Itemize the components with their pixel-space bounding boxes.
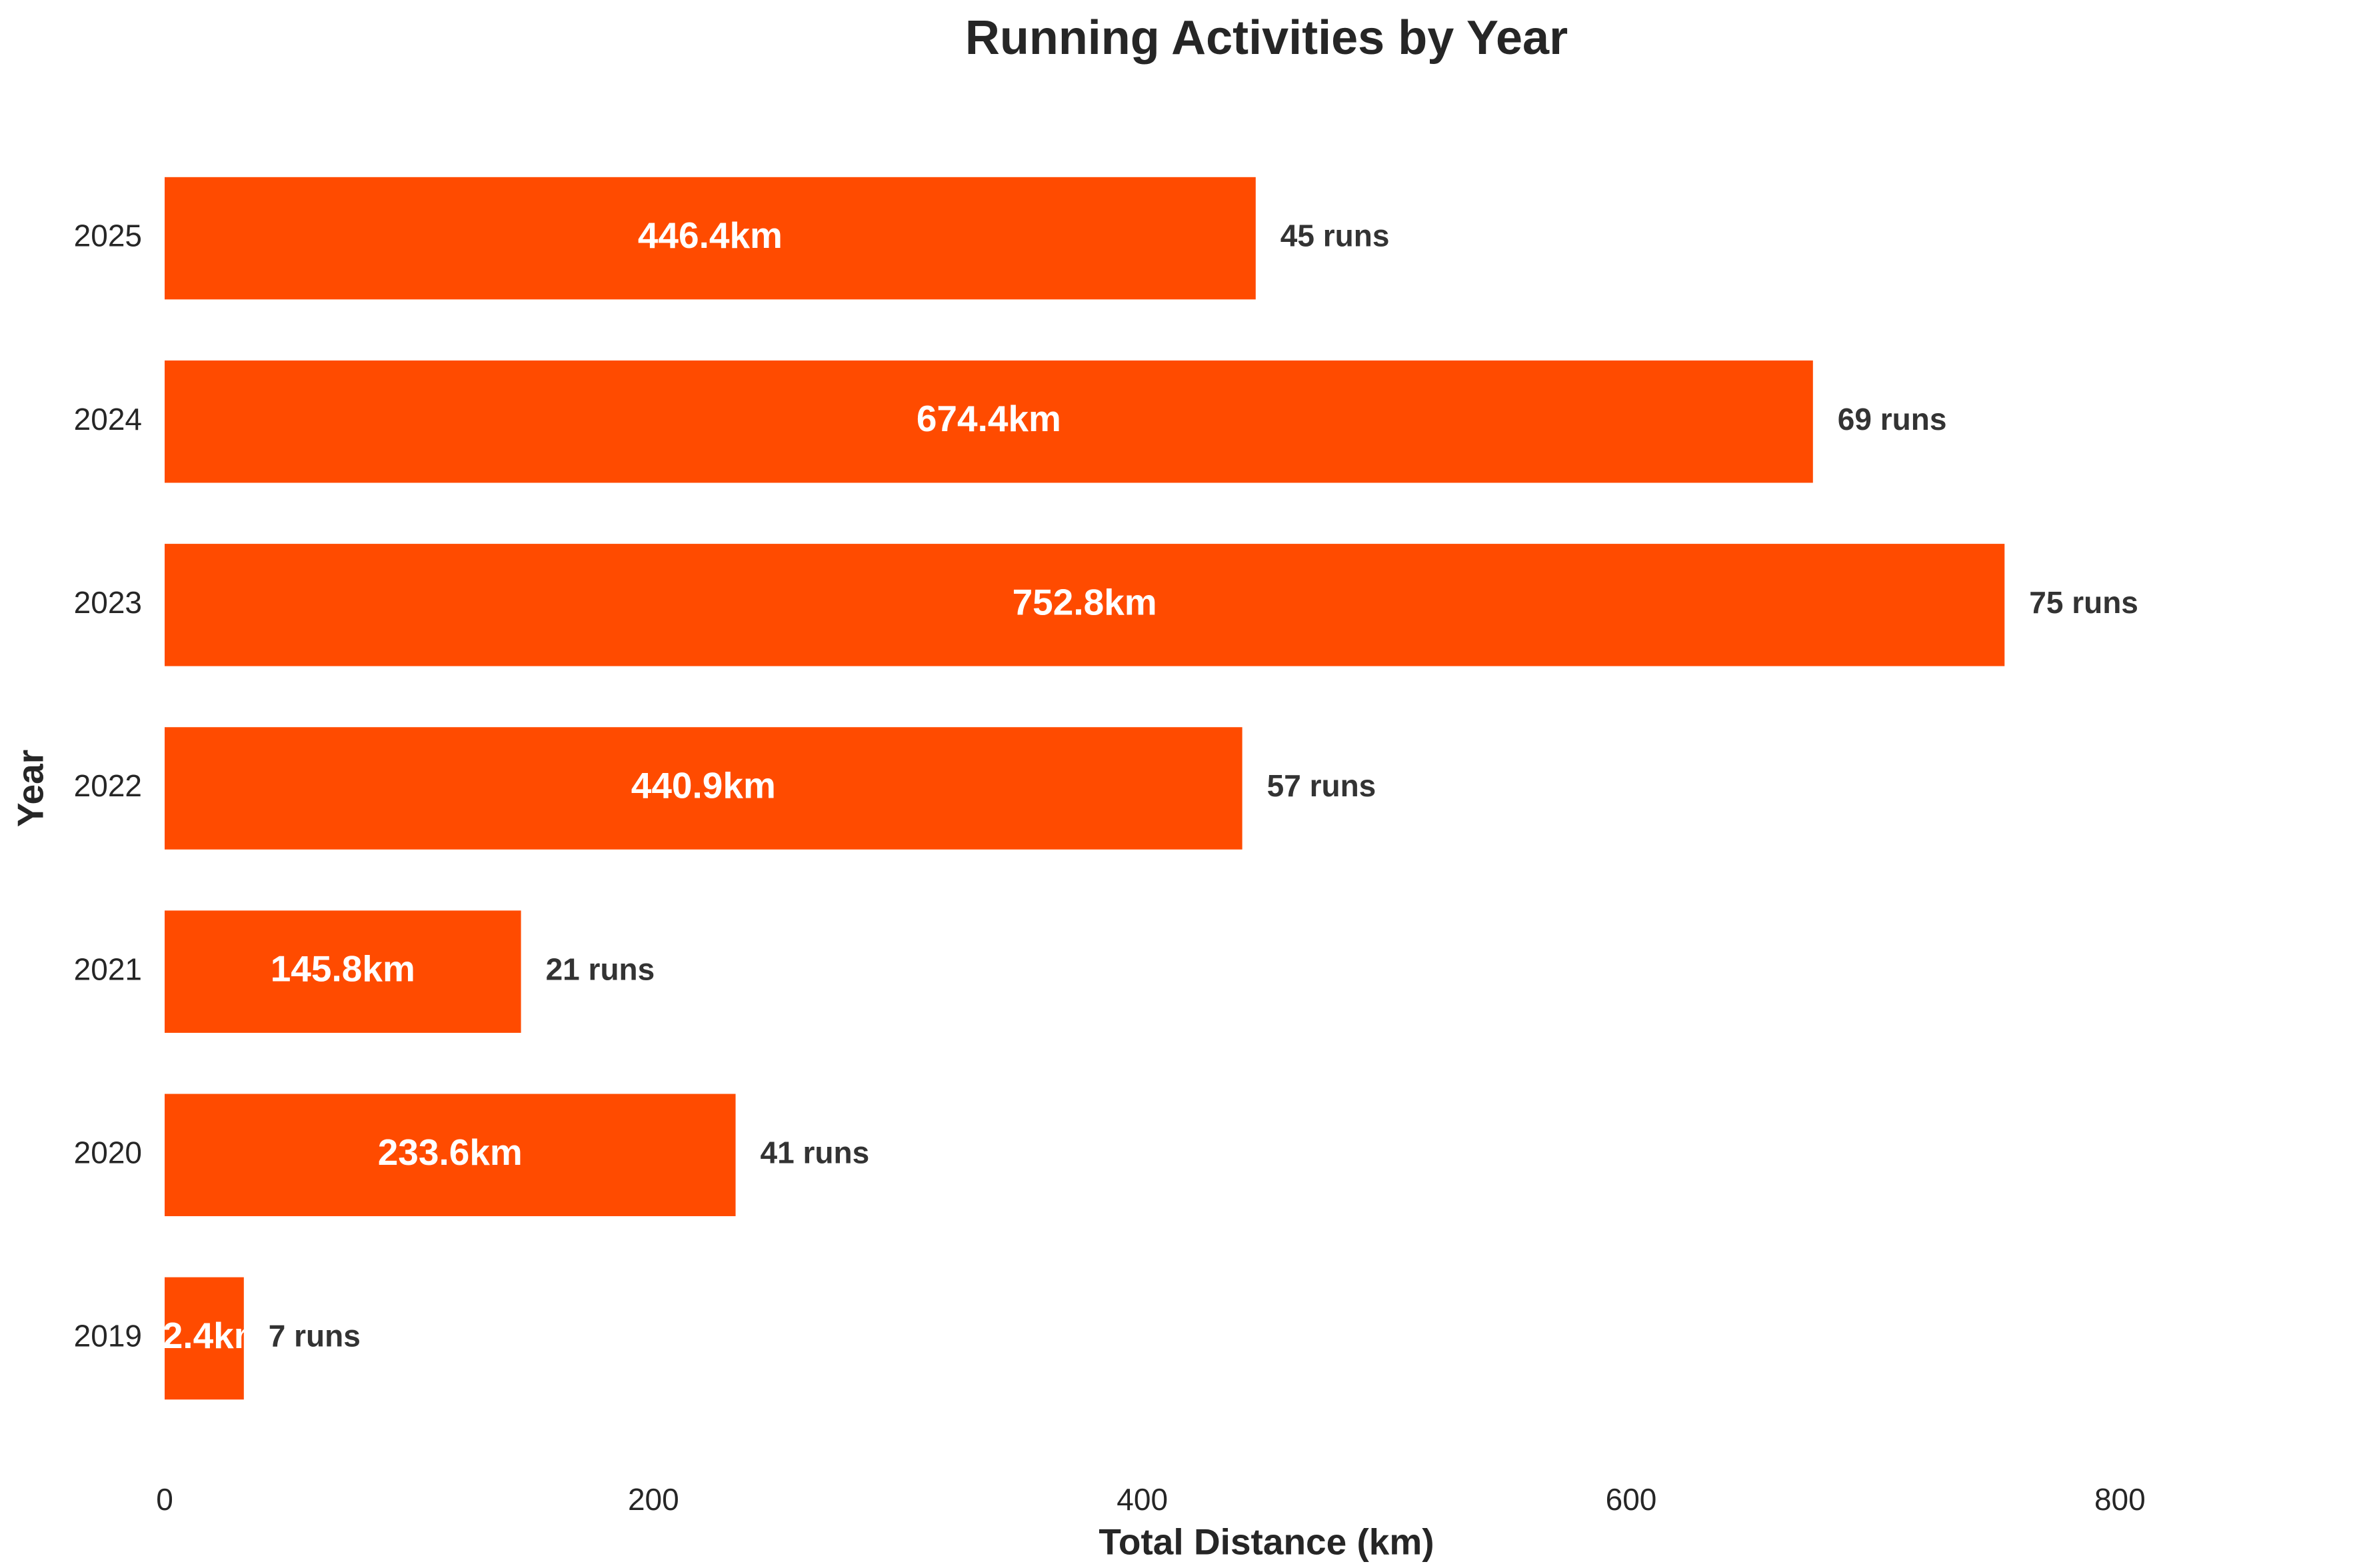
x-tick-label: 200 [628, 1482, 679, 1517]
x-tick-label: 800 [2094, 1482, 2146, 1517]
value-label: 145.8km [271, 948, 415, 990]
y-tick-label: 2024 [74, 402, 142, 436]
value-label: 752.8km [1013, 581, 1157, 622]
value-label: 233.6km [378, 1132, 523, 1173]
x-tick-label: 600 [1606, 1482, 1657, 1517]
bar [165, 177, 1256, 300]
value-label: 674.4km [917, 398, 1061, 439]
x-axis-label: Total Distance (km) [1099, 1521, 1434, 1563]
y-axis-label: Year [10, 750, 51, 827]
run-label: 21 runs [546, 952, 655, 986]
bar [165, 727, 1242, 850]
chart-title: Running Activities by Year [965, 11, 1568, 65]
run-label: 7 runs [269, 1319, 361, 1353]
bar [165, 360, 1813, 483]
run-label: 57 runs [1267, 768, 1376, 803]
x-tick-label: 400 [1117, 1482, 1168, 1517]
x-tick-label: 0 [156, 1482, 173, 1517]
bar [165, 1094, 736, 1217]
y-tick-label: 2019 [74, 1319, 142, 1353]
y-tick-label: 2025 [74, 219, 142, 253]
y-tick-label: 2021 [74, 952, 142, 986]
y-tick-label: 2020 [74, 1135, 142, 1170]
run-label: 69 runs [1838, 402, 1947, 436]
bar [165, 1277, 244, 1400]
bar [165, 544, 2005, 666]
y-tick-label: 2022 [74, 768, 142, 803]
value-label: 440.9km [631, 765, 776, 806]
y-tick-label: 2023 [74, 585, 142, 620]
run-label: 45 runs [1280, 219, 1390, 253]
bar [165, 910, 521, 1033]
run-label: 41 runs [761, 1135, 870, 1170]
value-label: 32.4km [142, 1315, 267, 1356]
run-label: 75 runs [2029, 585, 2138, 620]
value-label: 446.4km [638, 215, 783, 256]
